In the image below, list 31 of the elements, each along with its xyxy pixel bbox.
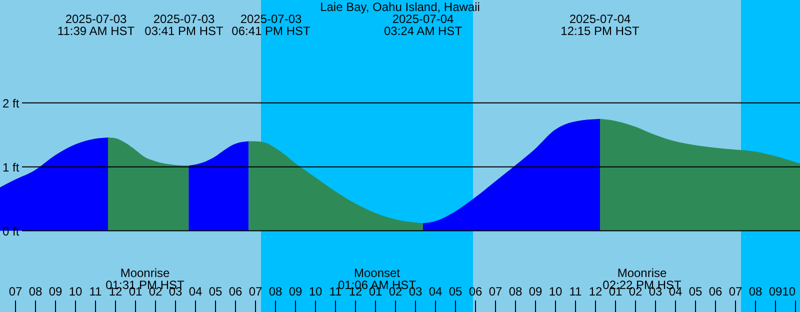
x-tick-label: 08: [28, 284, 42, 298]
x-tick-label: 10: [308, 284, 322, 298]
x-tick-label: 05: [208, 284, 222, 298]
x-tick-label: 11: [569, 284, 582, 298]
x-tick-label: 09: [768, 284, 782, 298]
x-tick-label: 09: [288, 284, 302, 298]
x-tick-label: 05: [448, 284, 462, 298]
annotation: 2025-07-04 12:15 PM HST: [560, 12, 640, 38]
x-tick-label: 04: [188, 284, 202, 298]
x-tick-label: 06: [708, 284, 722, 298]
y-tick-label: 1 ft: [2, 160, 20, 174]
x-tick-label: 12: [588, 284, 602, 298]
x-tick-label: 07: [8, 284, 22, 298]
x-tick-label: 11: [89, 284, 102, 298]
x-tick-label: 10: [68, 284, 82, 298]
x-tick-label: 09: [528, 284, 542, 298]
x-tick-label: 06: [228, 284, 242, 298]
x-tick-label: 07: [488, 284, 502, 298]
chart-title: Laie Bay, Oahu Island, Hawaii: [320, 0, 480, 14]
annotation: 2025-07-04 03:24 AM HST: [384, 12, 463, 38]
annotation: 2025-07-03 03:41 PM HST: [144, 12, 224, 38]
x-tick-label: 04: [428, 284, 442, 298]
x-tick-label: 08: [748, 284, 762, 298]
x-tick-label: 05: [688, 284, 702, 298]
x-tick-label: 08: [508, 284, 522, 298]
x-tick-label: 10: [782, 284, 796, 298]
x-tick-label: 08: [268, 284, 282, 298]
y-tick-label: 2 ft: [2, 96, 20, 110]
x-tick-label: 10: [548, 284, 562, 298]
annotation: 2025-07-03 11:39 AM HST: [57, 12, 136, 38]
x-tick-label: 09: [48, 284, 62, 298]
